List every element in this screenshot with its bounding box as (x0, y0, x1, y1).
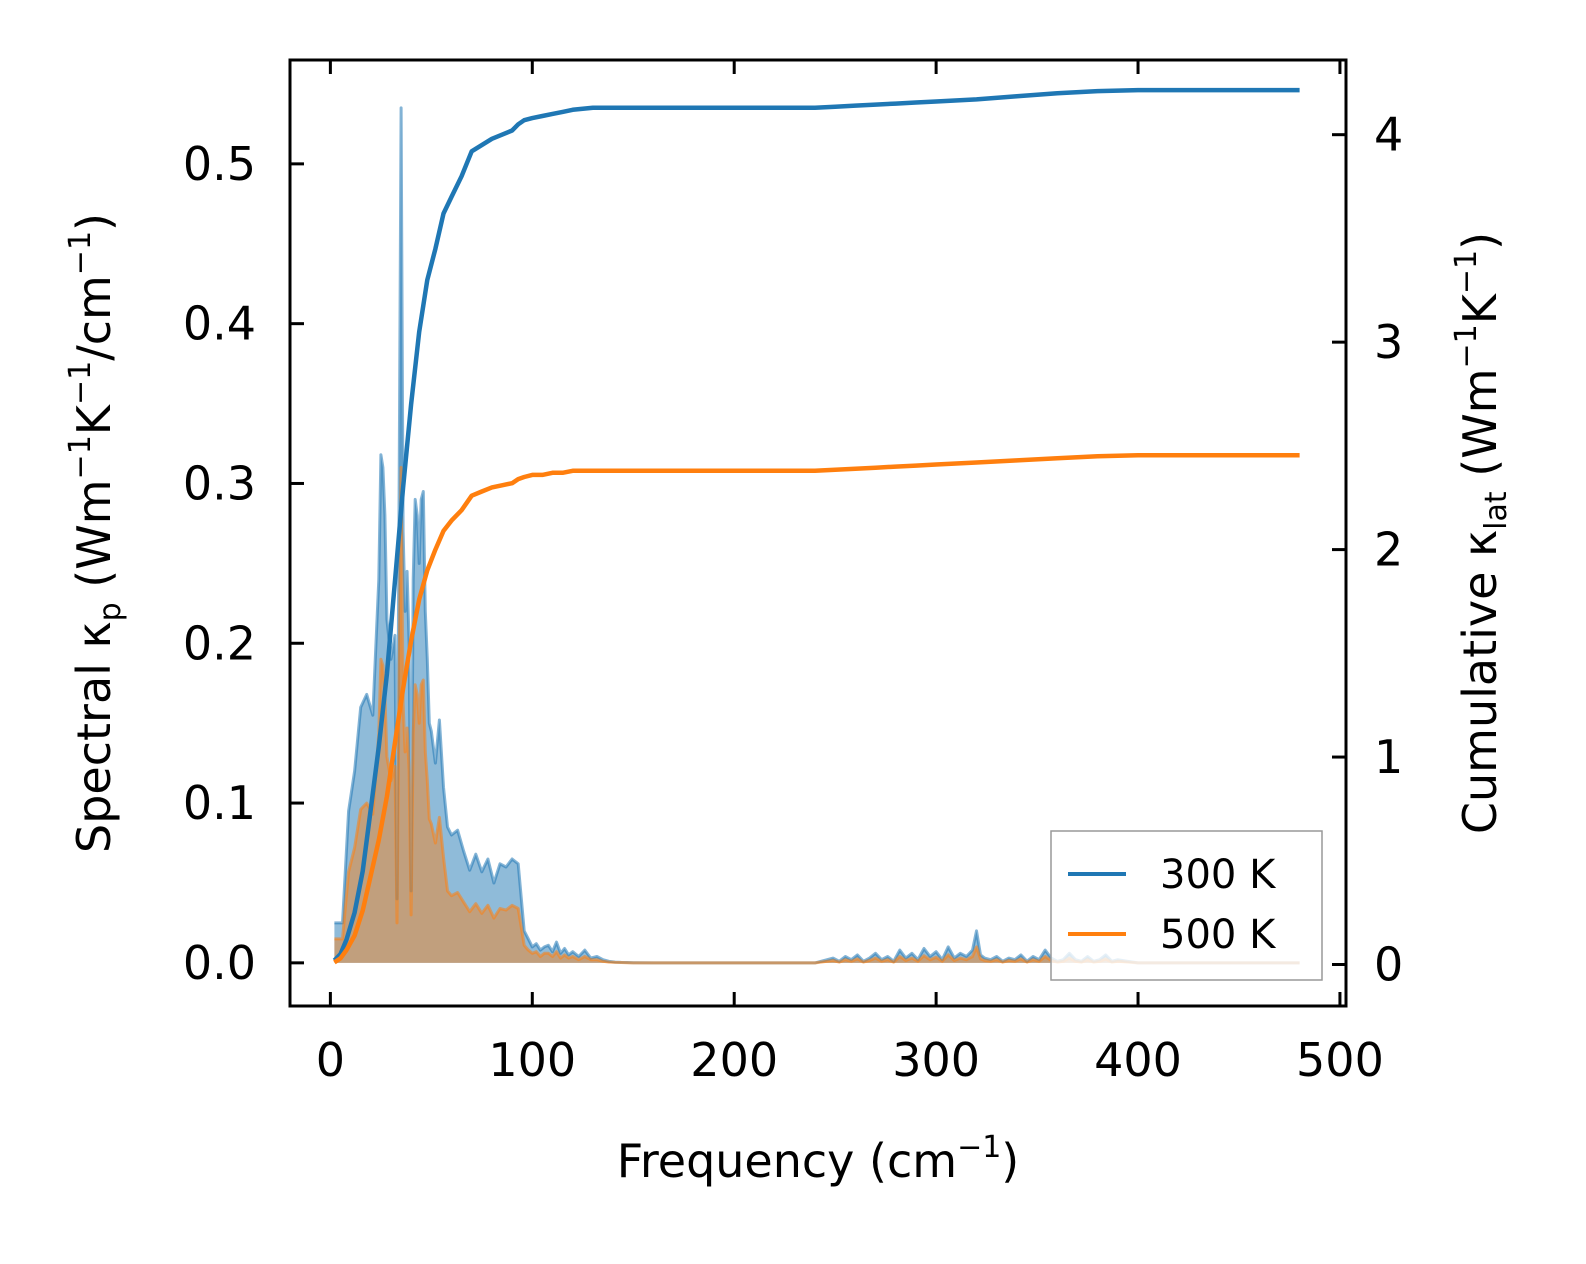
legend-label-500k: 500 K (1160, 912, 1277, 958)
x-tick-label: 0 (316, 1033, 345, 1087)
right-y-axis-label: Cumulative κlat (Wm−1K−1) (1449, 232, 1514, 834)
y-left-tick-label: 0.3 (183, 456, 256, 510)
y-left-tick-label: 0.0 (183, 936, 256, 990)
spectral-fill-500k (334, 467, 1300, 963)
right-y-axis-ticks: 0 1 2 3 4 (1332, 108, 1403, 992)
left-y-axis-ticks: 0.0 0.1 0.2 0.3 0.4 0.5 (183, 137, 304, 990)
x-axis-label: Frequency (cm−1) (617, 1130, 1020, 1188)
y-left-tick-label: 0.1 (183, 776, 256, 830)
left-y-axis-label: Spectral κp (Wm−1K−1/cm−1) (63, 213, 128, 853)
legend-label-300k: 300 K (1160, 852, 1277, 898)
spectral-lines (334, 106, 1300, 965)
y-right-tick-label: 0 (1374, 938, 1403, 992)
x-tick-label: 200 (690, 1033, 778, 1087)
y-left-tick-label: 0.2 (183, 616, 256, 670)
cumulative-line-300k (332, 87, 1300, 962)
y-left-tick-label: 0.5 (183, 137, 256, 191)
x-tick-label: 500 (1296, 1033, 1384, 1087)
x-tick-label: 100 (488, 1033, 576, 1087)
spectral-line-500k (334, 466, 1300, 965)
cumulative-lines (332, 87, 1300, 965)
x-tick-label: 400 (1094, 1033, 1182, 1087)
spectral-fill-areas (334, 107, 1300, 963)
y-right-tick-label: 1 (1374, 730, 1403, 784)
y-right-tick-label: 3 (1374, 315, 1403, 369)
x-tick-label: 300 (892, 1033, 980, 1087)
y-left-tick-label: 0.4 (183, 297, 256, 351)
y-right-tick-label: 4 (1374, 108, 1403, 162)
spectral-fill-300k (334, 107, 1300, 963)
x-axis-ticks: 0 100 200 300 400 500 (316, 60, 1384, 1087)
cumulative-line-500k (333, 452, 1300, 965)
legend-box (1050, 830, 1323, 981)
legend: 300 K 500 K (1050, 830, 1323, 981)
plot-frame (288, 58, 1348, 1008)
y-right-tick-label: 2 (1374, 523, 1403, 577)
